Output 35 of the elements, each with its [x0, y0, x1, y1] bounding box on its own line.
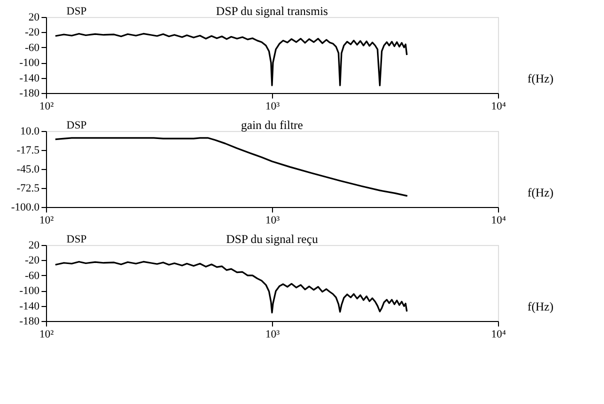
y-tick-label: -140 — [19, 72, 40, 84]
x-tick-label: 10⁴ — [491, 100, 506, 112]
y-tick-label: -20 — [24, 254, 40, 267]
x-tick-label: 10⁴ — [491, 214, 506, 226]
y-tick-label: -180 — [19, 316, 40, 328]
x-tick-label: 10⁴ — [491, 328, 506, 340]
y-tick-label: 10.0 — [20, 126, 40, 138]
y-tick-label: -17.5 — [16, 144, 40, 156]
y-tick-label: -60 — [24, 42, 40, 54]
chart-title: DSP du signal reçu — [226, 232, 318, 246]
x-axis-title: f(Hz) — [528, 300, 554, 314]
y-axis-title: DSP — [66, 6, 87, 18]
y-axis-title: DSP — [66, 234, 87, 246]
y-tick-label: -100.0 — [11, 202, 40, 214]
x-axis-title: f(Hz) — [528, 186, 554, 200]
y-tick-label: 20 — [28, 12, 40, 24]
x-tick-label: 10³ — [265, 328, 280, 340]
x-tick-label: 10³ — [265, 100, 280, 112]
y-tick-label: -180 — [19, 88, 40, 100]
y-tick-label: -72.5 — [16, 182, 40, 194]
y-tick-label: -60 — [24, 270, 40, 282]
y-tick-label: -20 — [24, 26, 40, 39]
x-tick-label: 10² — [39, 100, 54, 112]
chart-title: gain du filtre — [241, 118, 303, 132]
x-tick-label: 10² — [39, 214, 54, 226]
y-tick-label: -100 — [19, 285, 40, 298]
x-tick-label: 10² — [39, 328, 54, 340]
y-tick-label: -140 — [19, 300, 40, 312]
x-axis-title: f(Hz) — [528, 72, 554, 86]
x-tick-label: 10³ — [265, 214, 280, 226]
y-tick-label: 20 — [28, 240, 40, 252]
chart-title: DSP du signal transmis — [216, 4, 328, 18]
y-tick-label: -100 — [19, 57, 40, 70]
y-axis-title: DSP — [66, 120, 87, 132]
y-tick-label: -45.0 — [16, 164, 40, 176]
